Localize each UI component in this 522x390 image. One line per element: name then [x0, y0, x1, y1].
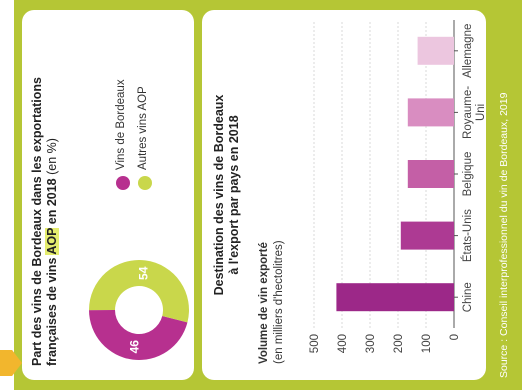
y-tick-label-100: 100 [421, 334, 433, 353]
donut-slice-0 [89, 310, 188, 360]
bar-0 [336, 283, 454, 312]
x-tick-label-4: Allemagne [462, 24, 474, 78]
y-tick-label-200: 200 [393, 334, 405, 353]
bar-panel: Destination des vins de Bordeaux à l'exp… [202, 10, 487, 380]
pie-title-year: en 2018 [45, 178, 59, 228]
x-tick-label-3: Royaume-Uni [462, 86, 487, 139]
x-tick-label-1: États-Unis [461, 209, 474, 262]
bar-4 [417, 36, 455, 65]
y-tick-label-300: 300 [365, 334, 377, 353]
y-tick-label-500: 500 [309, 334, 321, 353]
left-margin [0, 0, 14, 390]
legend-swatch-bordeaux [116, 176, 130, 190]
x-tick-label-2: Belgique [462, 152, 474, 197]
legend-swatch-autres [138, 176, 152, 190]
legend-label-bordeaux: Vins de Bordeaux [115, 79, 127, 170]
bar-2 [407, 160, 455, 188]
pie-title-unit: (en %) [45, 138, 59, 179]
tab-arrow-icon [0, 350, 22, 376]
pie-title-highlight: AOP [45, 227, 59, 255]
legend-label-autres: Autres vins AOP [137, 86, 149, 170]
donut-label-1: 54 [137, 266, 151, 280]
donut-slice-1 [89, 260, 189, 323]
legend-item-bordeaux: Vins de Bordeaux [114, 30, 132, 190]
pie-panel: Part des vins de Bordeaux dans les expor… [22, 10, 194, 380]
bar-chart: 0 100 200 300 400 500 Chine États-Unis Belgique R… [309, 20, 487, 353]
pie-title: Part des vins de Bordeaux dans les expor… [30, 46, 60, 366]
source-note: Source : Conseil interprofessionnel du v… [498, 92, 510, 378]
x-tick-label-0: Chine [462, 282, 474, 312]
donut-label-0: 46 [127, 340, 141, 354]
bar-1 [400, 221, 455, 250]
bar-3 [407, 98, 455, 127]
legend-item-autres: Autres vins AOP [136, 30, 154, 190]
donut-chart: 46 54 [89, 260, 189, 360]
y-tick-label-0: 0 [449, 334, 461, 340]
y-tick-label-400: 400 [337, 334, 349, 353]
